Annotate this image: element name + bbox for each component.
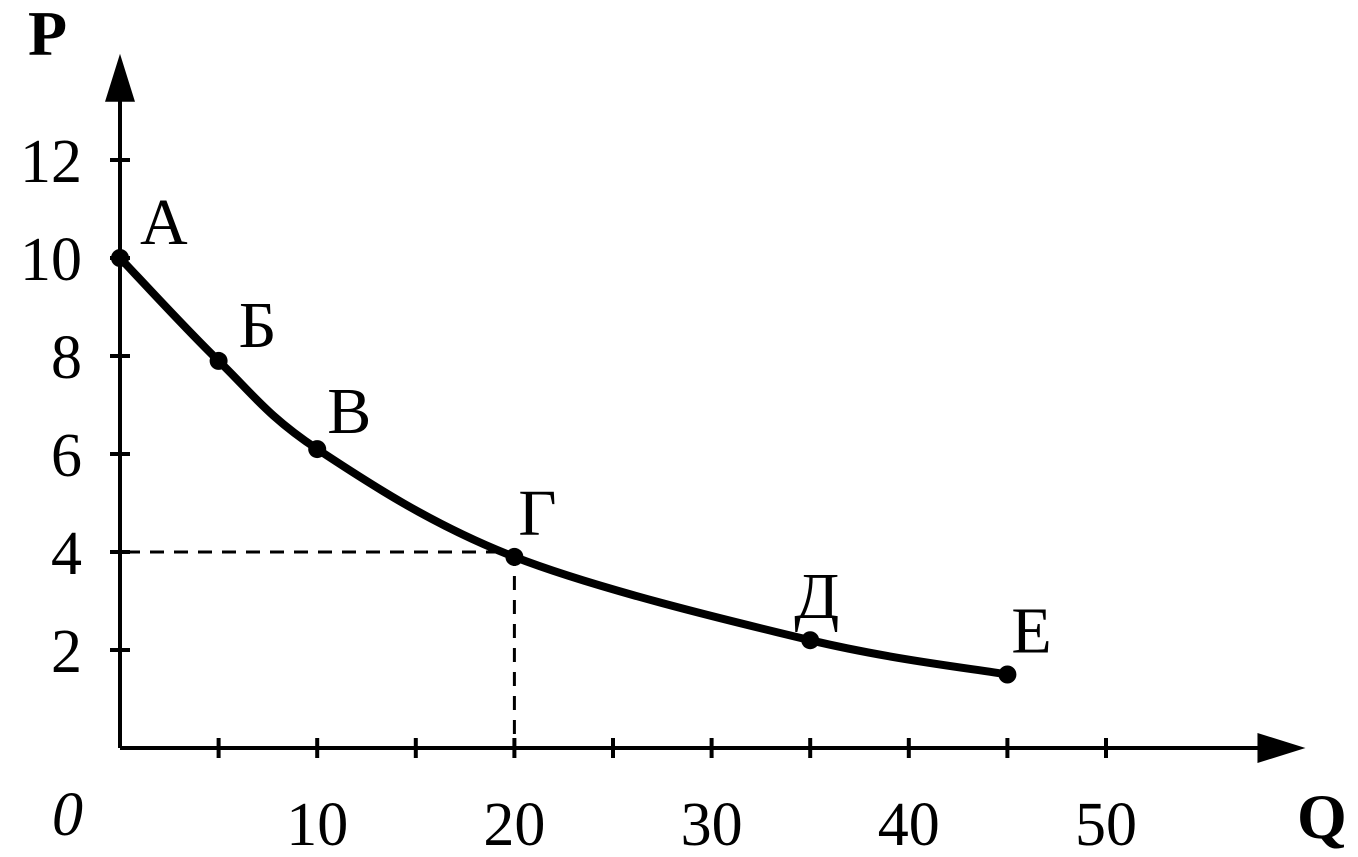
point-label: Г <box>518 477 556 550</box>
point-label: Е <box>1011 595 1051 668</box>
point-label: Д <box>794 560 839 633</box>
y-tick-label: 12 <box>20 128 82 196</box>
data-point <box>998 665 1017 684</box>
x-axis-title: Q <box>1297 781 1347 852</box>
y-tick-label: 10 <box>20 226 82 294</box>
point-label: Б <box>239 289 277 362</box>
data-point <box>505 547 524 566</box>
point-label: В <box>327 375 371 448</box>
data-point <box>801 631 820 650</box>
x-tick-label: 10 <box>286 791 348 857</box>
data-point <box>209 351 228 370</box>
x-tick-label: 30 <box>681 791 743 857</box>
x-tick-label: 50 <box>1075 791 1137 857</box>
data-point <box>111 249 129 267</box>
x-tick-label: 20 <box>483 791 545 857</box>
y-tick-label: 4 <box>51 520 82 588</box>
y-tick-label: 8 <box>51 324 82 392</box>
point-label: А <box>140 186 188 259</box>
data-point <box>308 440 327 459</box>
origin-label: 0 <box>52 781 83 849</box>
x-tick-label: 40 <box>878 791 940 857</box>
y-axis-title: P <box>28 0 67 69</box>
x-axis-arrow <box>1257 733 1306 763</box>
y-tick-label: 2 <box>51 618 82 686</box>
y-axis-arrow <box>105 53 135 102</box>
y-tick-label: 6 <box>51 422 82 490</box>
